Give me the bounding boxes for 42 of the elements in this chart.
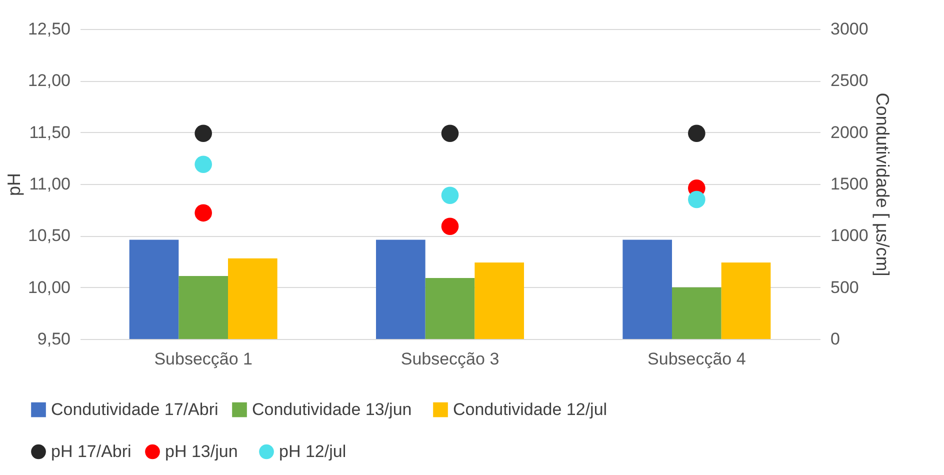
legend-label: Condutividade 12/jul <box>453 400 608 419</box>
legend-label: pH 12/jul <box>279 442 346 461</box>
y-tick-label: 12,00 <box>28 71 70 90</box>
y2-tick-label: 2500 <box>830 71 868 90</box>
y2-tick-label: 2000 <box>830 122 868 142</box>
point <box>194 156 212 174</box>
y-tick-label: 10,50 <box>28 226 70 246</box>
y-tick-label: 10,00 <box>28 278 70 297</box>
bar <box>474 262 524 339</box>
x-tick-label: Subsecção 4 <box>648 350 746 368</box>
legend-label: Condutividade 17/Abri <box>51 400 218 419</box>
bar <box>129 240 179 339</box>
bar <box>425 278 475 339</box>
y-tick-label: 9,50 <box>37 330 70 348</box>
x-tick-label: Subsecção 3 <box>400 350 500 368</box>
bar <box>178 276 228 339</box>
y2-tick-label: 1000 <box>830 226 868 246</box>
point <box>194 204 212 222</box>
legend-label: pH 17/Abri <box>51 442 132 461</box>
y2-tick-label: 3000 <box>830 20 868 38</box>
bar <box>622 240 672 339</box>
point <box>441 186 459 204</box>
bar <box>721 262 771 339</box>
y-tick-label: 11,50 <box>29 122 70 142</box>
point <box>688 124 706 142</box>
y-tick-label: 11,00 <box>29 174 70 194</box>
point <box>441 218 459 236</box>
y2-axis-title: Condutividade [ µs/cm] <box>872 92 892 276</box>
legend-label: Condutividade 13/jun <box>252 400 412 419</box>
legend-label: pH 13/jun <box>165 442 238 461</box>
y-axis-title: pH <box>4 172 24 196</box>
y2-tick-label: 500 <box>830 278 859 297</box>
x-tick-label: Subsecção 1 <box>154 350 252 368</box>
point <box>688 190 706 208</box>
bar <box>228 258 278 339</box>
point <box>441 124 459 142</box>
y-tick-label: 12,50 <box>28 20 70 38</box>
bar <box>376 240 426 339</box>
point <box>194 124 212 142</box>
bar <box>672 287 722 339</box>
y2-tick-label: 0 <box>830 330 840 348</box>
y2-tick-label: 1500 <box>830 174 868 194</box>
